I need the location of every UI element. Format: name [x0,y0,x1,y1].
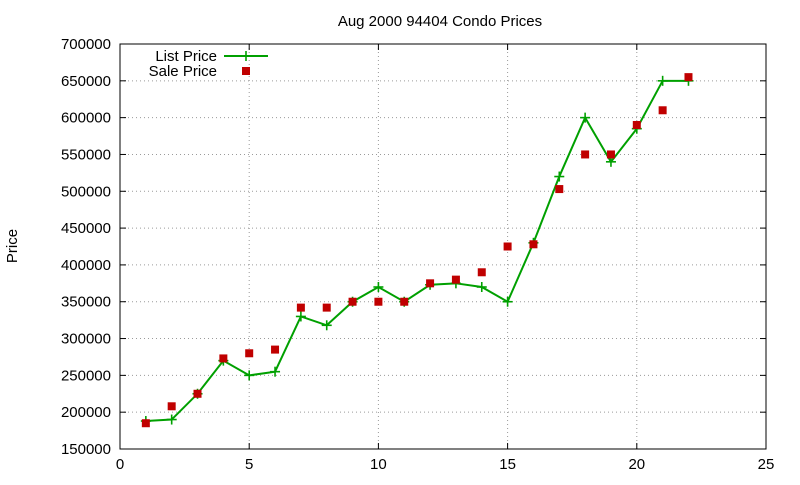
x-tick-label: 15 [499,456,516,473]
sale-price-point [141,419,150,428]
x-tick-label: 5 [245,456,253,473]
sale-price-point [348,297,357,306]
sale-price-point [606,150,615,159]
sale-price-point [632,121,641,129]
series-list-price [140,75,694,427]
x-tick-label: 0 [116,456,124,473]
sale-price-point [684,73,693,82]
sale-price-point [271,345,280,354]
sale-price-point [529,240,538,249]
sale-price-point [296,303,305,312]
sale-price-point [219,354,228,363]
sale-price-point [658,106,667,115]
y-tick-label: 550000 [61,146,111,163]
y-tick-label: 200000 [61,404,111,421]
y-tick-label: 350000 [61,294,111,311]
sale-price-point [322,303,331,312]
x-tick-label: 20 [628,456,645,473]
series-sale-price [141,73,693,428]
y-tick-label: 700000 [61,36,111,53]
sale-price-point [400,297,409,306]
y-tick-label: 450000 [61,220,111,237]
list-price-line [145,79,689,423]
y-tick-label: 500000 [61,183,111,200]
sale-price-point [451,275,460,284]
y-tick-label: 650000 [61,73,111,90]
axes: 0 5 10 15 20 25 150000 200000 250000 300000 350000… [61,36,774,473]
chart-title: Aug 2000 94404 Condo Prices [338,13,542,30]
series [140,73,694,428]
grid [120,44,766,449]
sale-price-point [477,268,486,277]
x-tick-label: 10 [370,456,387,473]
sale-price-point [193,389,202,398]
y-tick-label: 300000 [61,331,111,348]
sale-price-point [503,242,512,251]
sale-price-point [426,279,435,288]
y-tick-label: 250000 [61,367,111,384]
y-tick-label: 150000 [61,441,111,458]
sale-price-point [581,150,590,159]
sale-price-point [245,349,254,358]
sale-price-point [167,402,176,411]
y-tick-label: 400000 [61,257,111,274]
sale-price-point [374,297,383,306]
y-axis-label: Price [4,229,21,263]
plot-frame [119,43,767,450]
x-tick-label: 25 [758,456,775,473]
legend-square-symbol [242,67,250,75]
y-tick-label: 600000 [61,110,111,127]
legend-label: List Price [155,48,217,65]
sale-price-point [555,185,564,194]
legend-label: Sale Price [149,63,217,80]
